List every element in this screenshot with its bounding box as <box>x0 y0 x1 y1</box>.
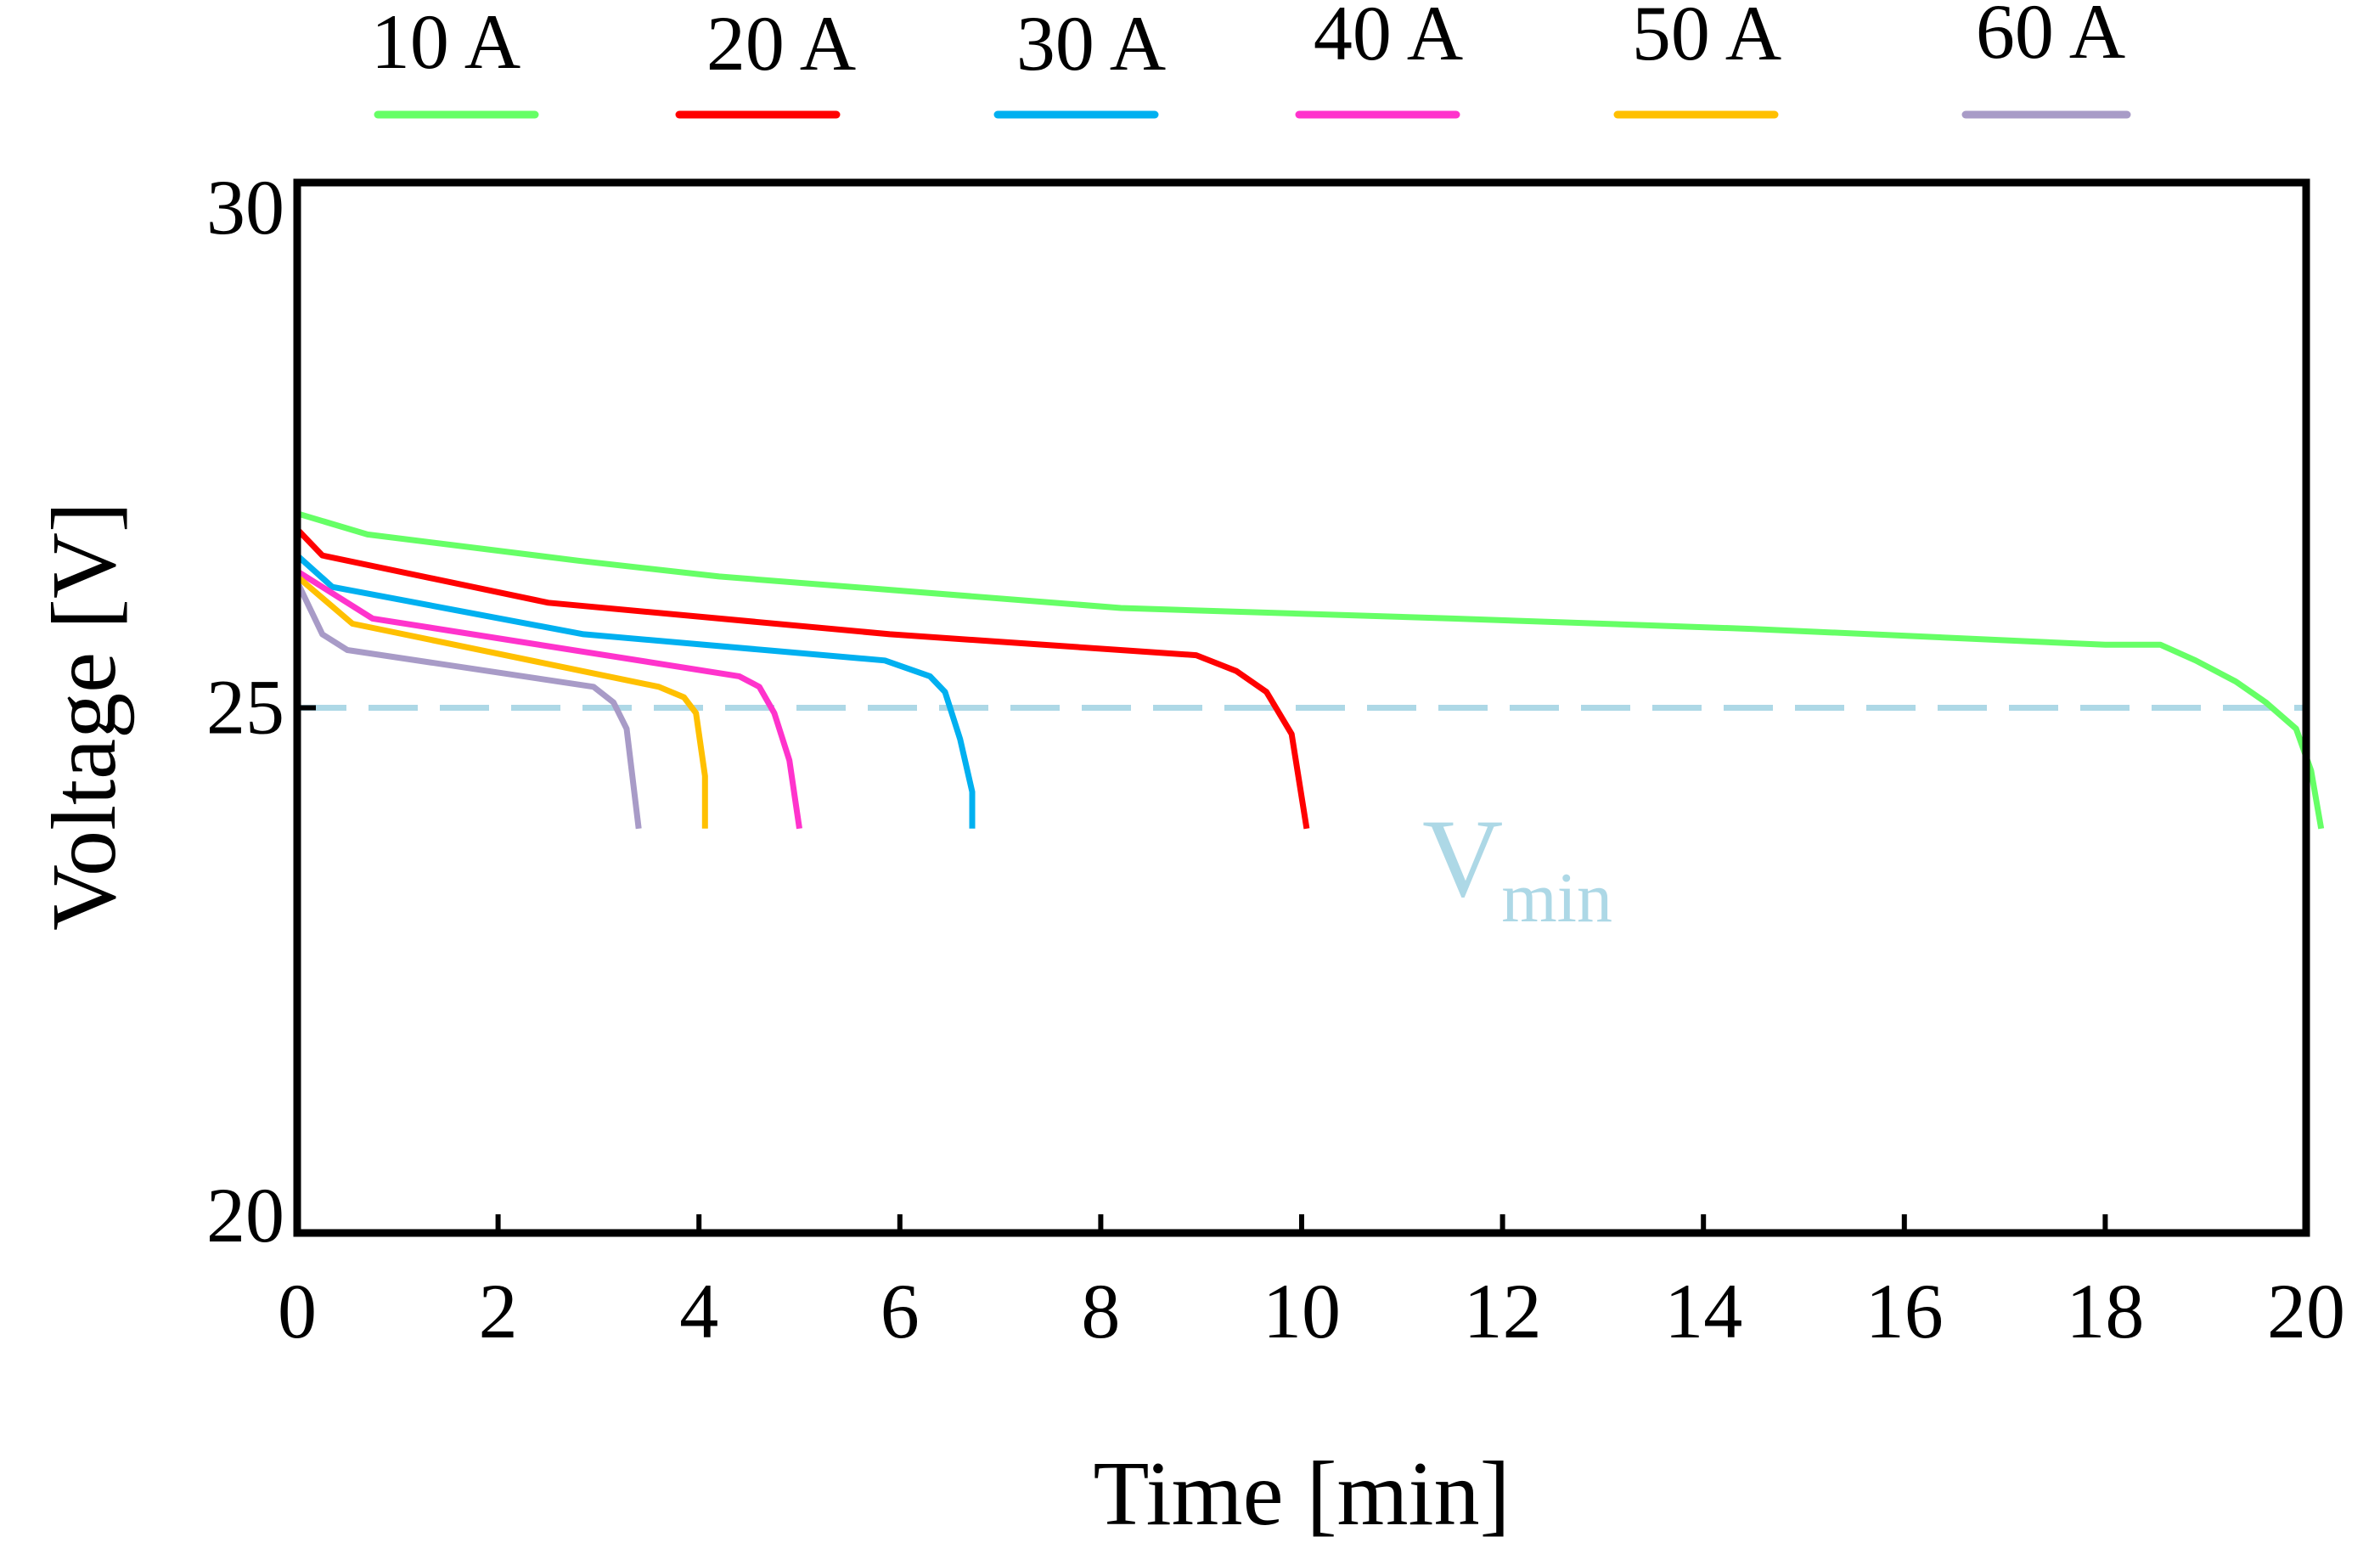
x-tick-label: 16 <box>1865 1268 1944 1354</box>
x-tick-label: 14 <box>1664 1268 1742 1354</box>
x-tick-label: 2 <box>479 1268 518 1354</box>
y-tick-label: 25 <box>206 664 284 751</box>
x-tick-label: 10 <box>1263 1268 1341 1354</box>
x-tick-label: 12 <box>1464 1268 1542 1354</box>
x-tick-label: 20 <box>2267 1268 2345 1354</box>
x-tick-label: 4 <box>679 1268 718 1354</box>
y-tick-label: 30 <box>206 164 284 251</box>
series-group <box>294 510 2325 830</box>
x-tick-label: 8 <box>1081 1268 1120 1354</box>
vmin-reference: Vmin <box>297 705 2306 937</box>
x-tick-label: 6 <box>881 1268 920 1354</box>
x-axis-title: Time [min] <box>1093 1444 1510 1545</box>
x-tick-label: 18 <box>2066 1268 2144 1354</box>
legend-label: 40 A <box>1314 0 1463 76</box>
y-axis-title: Voltage [V] <box>34 502 135 931</box>
series-line-50a <box>295 574 708 829</box>
series-line-10a <box>295 510 2325 830</box>
legend-label: 60 A <box>1976 0 2125 75</box>
legend-label: 30 A <box>1016 0 1166 87</box>
series-line-20a <box>295 526 1310 830</box>
series-line-30a <box>295 553 976 829</box>
legend: 10 A 20 A 30 A 40 A 50 A 60 A <box>371 0 2131 119</box>
x-tick-label: 0 <box>278 1268 317 1354</box>
y-tick-label: 20 <box>206 1172 284 1258</box>
series-line-60a <box>294 580 642 830</box>
axis-ticks: 0 2 4 6 8 10 12 14 16 18 20 20 25 30 <box>206 164 2345 1354</box>
legend-label: 20 A <box>706 0 856 87</box>
series-line-40a <box>295 568 802 830</box>
legend-label: 10 A <box>371 0 520 85</box>
legend-label: 50 A <box>1632 0 1781 76</box>
vmin-label: Vmin <box>1422 796 1612 937</box>
